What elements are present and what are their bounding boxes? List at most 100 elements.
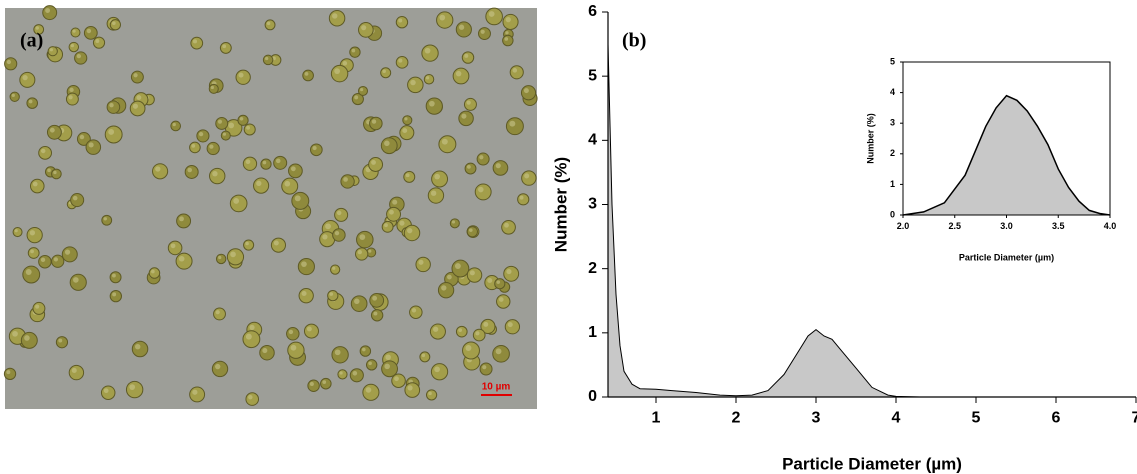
cell — [403, 170, 416, 183]
cell — [436, 11, 454, 29]
cell-highlight — [428, 391, 432, 396]
cell — [262, 54, 274, 66]
cell — [100, 385, 116, 400]
cell-highlight — [6, 59, 11, 65]
cell-highlight — [325, 223, 331, 230]
cell-highlight — [384, 140, 390, 147]
cell-highlight — [371, 159, 376, 165]
cell-highlight — [418, 259, 424, 265]
cell — [65, 92, 79, 106]
cell — [521, 170, 537, 186]
cell-highlight — [217, 119, 223, 124]
cell — [350, 295, 368, 312]
cell-highlight — [424, 47, 431, 54]
cell-highlight — [441, 285, 447, 291]
cell-highlight — [262, 160, 267, 165]
cell-highlight — [505, 31, 509, 35]
cell — [26, 226, 43, 244]
cell — [463, 97, 477, 111]
cell — [242, 156, 258, 171]
cell-highlight — [407, 385, 413, 391]
cell — [130, 70, 144, 84]
cell-highlight — [233, 197, 240, 204]
cell-highlight — [136, 95, 142, 101]
cell — [29, 178, 45, 194]
cell-highlight — [425, 76, 430, 80]
cell — [359, 345, 372, 357]
cell — [12, 227, 23, 238]
cell-highlight — [329, 292, 334, 296]
cell-highlight — [365, 387, 372, 393]
cell — [466, 267, 483, 283]
cell — [264, 19, 276, 31]
cell — [455, 325, 468, 338]
cell-highlight — [246, 125, 250, 130]
cell — [455, 21, 472, 38]
cell — [494, 278, 506, 290]
cell — [485, 7, 503, 26]
cell — [437, 282, 455, 299]
cell-highlight — [523, 88, 529, 94]
cell-highlight — [309, 382, 314, 387]
cell — [55, 336, 69, 349]
cell — [68, 364, 85, 381]
cell-highlight — [507, 322, 513, 328]
cell — [184, 164, 199, 179]
cell-highlight — [430, 190, 437, 196]
x-tick-label: 3.5 — [1052, 221, 1065, 231]
cell — [369, 292, 385, 308]
cell-highlight — [73, 277, 79, 283]
cell — [175, 252, 193, 270]
cell — [129, 100, 146, 117]
cell-highlight — [70, 43, 75, 48]
cell-highlight — [212, 171, 218, 177]
x-tick-label: 7 — [1132, 409, 1137, 426]
cell — [243, 123, 256, 136]
cell — [215, 253, 227, 265]
x-tick-label: 2.0 — [897, 221, 910, 231]
y-tick-label: 4 — [890, 87, 895, 97]
cell — [429, 323, 446, 340]
cell — [125, 380, 144, 399]
cell-highlight — [357, 249, 362, 255]
cell-highlight — [109, 103, 114, 108]
cell — [167, 240, 183, 256]
cell-highlight — [249, 324, 255, 330]
cell — [51, 168, 62, 180]
cell — [517, 193, 530, 206]
cell-highlight — [398, 18, 403, 23]
cell — [355, 247, 369, 261]
cell — [479, 362, 493, 376]
cell-highlight — [230, 251, 236, 258]
cell — [404, 382, 421, 398]
cell — [297, 258, 315, 276]
cell — [357, 85, 369, 96]
cell-highlight — [455, 70, 462, 77]
cell-highlight — [465, 345, 472, 351]
cell-highlight — [28, 99, 33, 104]
cell — [337, 369, 348, 380]
cell — [425, 389, 438, 401]
cell — [109, 19, 121, 31]
cell — [478, 27, 491, 41]
cell-highlight — [273, 240, 279, 246]
cell-highlight — [447, 274, 452, 280]
cell — [74, 51, 88, 65]
cell-highlight — [478, 186, 484, 193]
cell-highlight — [275, 158, 281, 164]
y-axis-label: Number (%) — [551, 157, 570, 252]
cell-highlight — [103, 388, 109, 394]
cell — [68, 41, 80, 53]
y-tick-label: 1 — [588, 324, 597, 341]
cell — [229, 194, 248, 213]
cell-highlight — [411, 308, 417, 313]
y-tick-label: 5 — [890, 56, 895, 66]
cell-highlight — [458, 328, 463, 332]
cell — [449, 218, 460, 229]
cell-highlight — [441, 138, 448, 145]
cell-highlight — [112, 21, 116, 26]
cell — [458, 110, 474, 127]
cell-highlight — [228, 122, 235, 129]
cell-highlight — [191, 143, 196, 148]
